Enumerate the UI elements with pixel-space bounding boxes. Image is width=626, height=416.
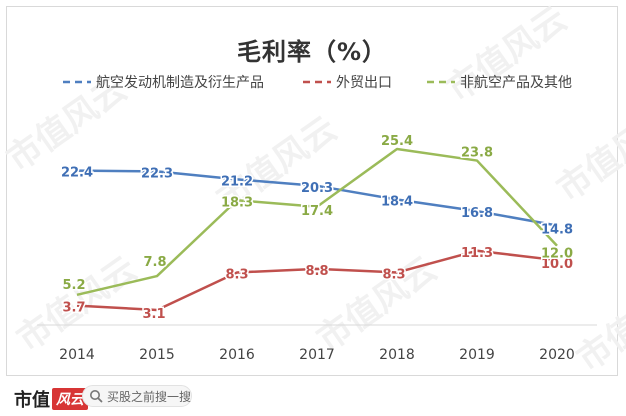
data-label-2: 25.4 — [381, 134, 413, 149]
legend-label-0: 航空发动机制造及衍生产品 — [96, 75, 264, 91]
data-label-0: 20.3 — [301, 181, 333, 196]
line-chart: 航空发动机制造及衍生产品 外贸出口 非航空产品及其他 2014 2015 2016 2017… — [37, 75, 597, 363]
data-label-2: 17.4 — [301, 204, 333, 219]
data-label-0: 21.2 — [221, 174, 253, 189]
search-icon — [90, 390, 103, 403]
x-tick-label: 2019 — [459, 347, 495, 363]
data-label-0: 16.8 — [461, 206, 493, 221]
legend-label-1: 外贸出口 — [336, 75, 392, 91]
data-label-1: 8.3 — [382, 267, 405, 282]
series-line-0 — [76, 169, 558, 227]
data-label-0: 22.4 — [61, 166, 93, 181]
search-box[interactable]: 买股之前搜一搜 — [82, 385, 192, 407]
data-label-1: 10.0 — [541, 257, 573, 272]
brand-logo[interactable]: 市值 风云 — [14, 386, 88, 412]
brand-mark: 风云 — [52, 388, 88, 410]
data-label-0: 22.3 — [141, 166, 173, 181]
chart-frame: 市值风云 市值风云 市值风云 市值风云 市值风云 市值风云 市值风云 毛利率（%… — [0, 0, 626, 380]
data-label-1: 8.8 — [305, 264, 328, 279]
data-label-2: 5.2 — [62, 278, 85, 293]
data-label-1: 11.3 — [461, 246, 493, 261]
legend-label-2: 非航空产品及其他 — [460, 75, 572, 91]
brand-text: 市值 — [14, 390, 50, 411]
x-tick-label: 2017 — [299, 347, 335, 363]
series-line-2 — [76, 147, 558, 297]
x-tick-label: 2014 — [59, 347, 95, 363]
search-placeholder: 买股之前搜一搜 — [107, 389, 192, 404]
chart-title: 毛利率（%） — [236, 38, 388, 66]
data-label-2: 18.3 — [221, 195, 253, 210]
data-label-0: 14.8 — [541, 223, 573, 238]
data-label-2: 7.8 — [143, 255, 166, 270]
x-tick-label: 2018 — [379, 347, 415, 363]
x-tick-label: 2015 — [139, 347, 175, 363]
data-label-2: 23.8 — [461, 146, 493, 161]
data-label-0: 18.4 — [381, 195, 413, 210]
x-tick-label: 2020 — [539, 347, 575, 363]
data-label-1: 3.7 — [62, 301, 85, 316]
data-label-1: 3.1 — [142, 307, 165, 322]
footer: 市值 风云 买股之前搜一搜 — [0, 376, 626, 416]
data-label-1: 8.3 — [225, 267, 248, 282]
series-line-1 — [76, 249, 558, 312]
data-label-2: 12.0 — [541, 247, 573, 262]
x-tick-label: 2016 — [219, 347, 255, 363]
